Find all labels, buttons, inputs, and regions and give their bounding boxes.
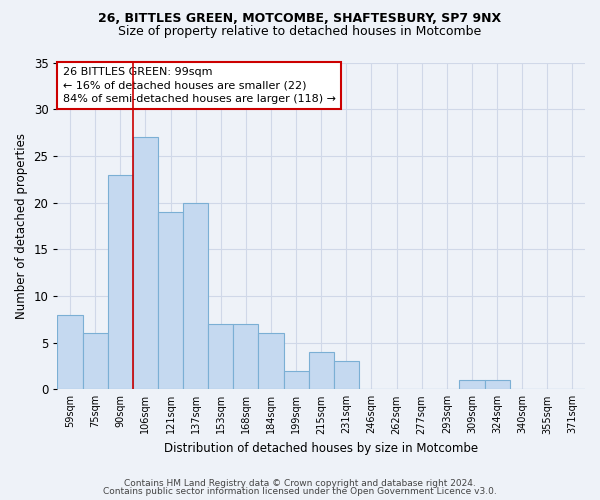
Bar [133,137,158,390]
Bar [158,212,183,390]
Bar [208,324,233,390]
Bar [284,370,308,390]
Bar [108,174,133,390]
Y-axis label: Number of detached properties: Number of detached properties [15,133,28,319]
Bar [460,380,485,390]
Bar [334,362,359,390]
Bar [233,324,259,390]
Bar [259,334,284,390]
Bar [485,380,509,390]
Text: Size of property relative to detached houses in Motcombe: Size of property relative to detached ho… [118,25,482,38]
X-axis label: Distribution of detached houses by size in Motcombe: Distribution of detached houses by size … [164,442,478,455]
Text: 26 BITTLES GREEN: 99sqm
← 16% of detached houses are smaller (22)
84% of semi-de: 26 BITTLES GREEN: 99sqm ← 16% of detache… [63,68,336,104]
Text: 26, BITTLES GREEN, MOTCOMBE, SHAFTESBURY, SP7 9NX: 26, BITTLES GREEN, MOTCOMBE, SHAFTESBURY… [98,12,502,26]
Bar [83,334,108,390]
Text: Contains HM Land Registry data © Crown copyright and database right 2024.: Contains HM Land Registry data © Crown c… [124,478,476,488]
Bar [58,314,83,390]
Bar [183,202,208,390]
Text: Contains public sector information licensed under the Open Government Licence v3: Contains public sector information licen… [103,487,497,496]
Bar [308,352,334,390]
